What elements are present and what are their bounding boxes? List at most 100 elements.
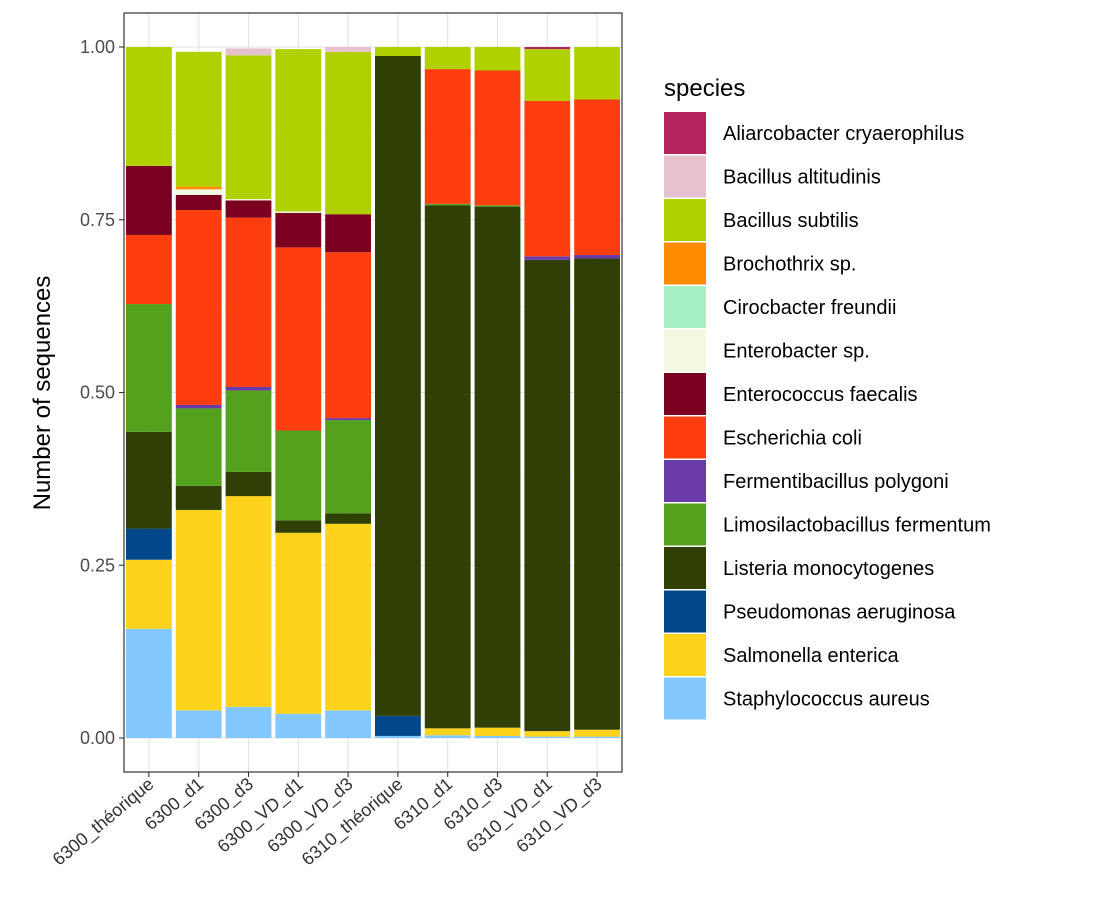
- bar-segment: [125, 47, 172, 166]
- legend-key: [664, 503, 706, 546]
- bar-segment: [125, 431, 172, 529]
- legend-label: Brochothrix sp.: [723, 254, 856, 276]
- bar-segment: [574, 254, 621, 259]
- legend-label: Bacillus altitudinis: [723, 167, 881, 189]
- bar-segment: [225, 496, 272, 707]
- legend-key: [664, 329, 706, 372]
- legend-key: [664, 547, 706, 589]
- legend-key: [664, 634, 706, 676]
- bar-segment: [424, 728, 471, 736]
- legend-label: Pseudomonas aeruginosa: [723, 602, 956, 624]
- legend-label: Aliarcobacter cryaerophilus: [723, 123, 964, 145]
- bar-segment: [325, 513, 372, 524]
- bar-segment: [225, 471, 272, 497]
- bar-segment: [424, 47, 471, 70]
- y-axis: 0.00 0.25 0.50 0.75 1.00: [80, 37, 124, 748]
- legend-key: [664, 460, 706, 502]
- bars: [125, 47, 621, 738]
- bar-segment: [275, 430, 322, 521]
- bar-segment: [574, 99, 621, 255]
- bar-segment: [524, 100, 571, 257]
- legend-label: Listeria monocytogenes: [723, 558, 934, 580]
- bar-segment: [125, 628, 172, 738]
- bar-segment: [225, 200, 272, 218]
- bar-segment: [175, 404, 222, 409]
- bar-segment: [225, 55, 272, 200]
- bar-segment: [474, 70, 521, 206]
- bar-segment: [175, 509, 222, 711]
- legend-key: [664, 677, 706, 720]
- bar-segment: [225, 390, 272, 472]
- y-axis-title: Number of sequences: [29, 276, 56, 511]
- legend-label: Cirocbacter freundii: [723, 297, 896, 319]
- legend-key: [664, 286, 706, 328]
- legend-key: [664, 242, 706, 285]
- bar-segment: [424, 69, 471, 204]
- bar-segment: [524, 736, 571, 738]
- y-tick-label: 0.75: [80, 210, 115, 230]
- bar-segment: [424, 203, 471, 206]
- bar-segment: [125, 234, 172, 305]
- legend-title: species: [664, 75, 745, 102]
- bar-segment: [325, 710, 372, 738]
- bar-segment: [424, 205, 471, 729]
- bar-segment: [474, 735, 521, 738]
- legend-label: Enterococcus faecalis: [723, 384, 918, 406]
- bar-segment: [374, 735, 421, 738]
- bar-segment: [225, 199, 272, 201]
- bar-segment: [524, 731, 571, 737]
- y-tick-label: 0.25: [80, 555, 115, 575]
- bar-segment: [325, 252, 372, 419]
- bar-segment: [175, 408, 222, 486]
- legend-key: [664, 416, 706, 459]
- legend-key: [664, 199, 706, 241]
- bar-segment: [374, 715, 421, 736]
- bar-segment: [225, 386, 272, 391]
- bar-segment: [175, 194, 222, 211]
- bar-segment: [175, 51, 222, 187]
- bar-segment: [175, 210, 222, 405]
- bar-segment: [125, 528, 172, 560]
- legend-key: [664, 590, 706, 633]
- bar-segment: [125, 559, 172, 629]
- bar-segment: [524, 259, 571, 732]
- legend-label: Enterobacter sp.: [723, 341, 870, 363]
- bar-segment: [275, 247, 322, 431]
- bar-segment: [374, 55, 421, 716]
- legend-key: [664, 112, 706, 154]
- y-tick-label: 1.00: [80, 37, 115, 57]
- legend-label: Limosilactobacillus fermentum: [723, 515, 991, 537]
- bar-segment: [275, 212, 322, 248]
- bar-segment: [225, 706, 272, 738]
- bar-segment: [474, 205, 521, 207]
- legend-label: Escherichia coli: [723, 428, 862, 450]
- bar-segment: [374, 47, 421, 56]
- bar-segment: [175, 710, 222, 738]
- bar-segment: [474, 206, 521, 728]
- bar-segment: [524, 49, 571, 101]
- bar-segment: [175, 189, 222, 195]
- bar-segment: [574, 736, 621, 738]
- bar-segment: [225, 48, 272, 56]
- legend-label: Fermentibacillus polygoni: [723, 471, 949, 493]
- bar-segment: [474, 47, 521, 71]
- bar-segment: [275, 49, 322, 212]
- bar-segment: [325, 523, 372, 711]
- bar-segment: [424, 735, 471, 738]
- bar-segment: [275, 211, 322, 213]
- bar-segment: [474, 727, 521, 736]
- bar-segment: [325, 214, 372, 253]
- legend: Aliarcobacter cryaerophilus Bacillus alti…: [664, 112, 991, 720]
- bar-segment: [125, 304, 172, 432]
- bar-segment: [275, 713, 322, 738]
- bar-segment: [524, 256, 571, 260]
- y-tick-label: 0.50: [80, 383, 115, 403]
- bar-segment: [225, 217, 272, 387]
- bar-segment: [325, 418, 372, 421]
- bar-segment: [574, 47, 621, 100]
- bar-segment: [325, 420, 372, 514]
- bar-segment: [275, 532, 322, 714]
- bar-segment: [524, 47, 571, 50]
- bar-segment: [325, 51, 372, 215]
